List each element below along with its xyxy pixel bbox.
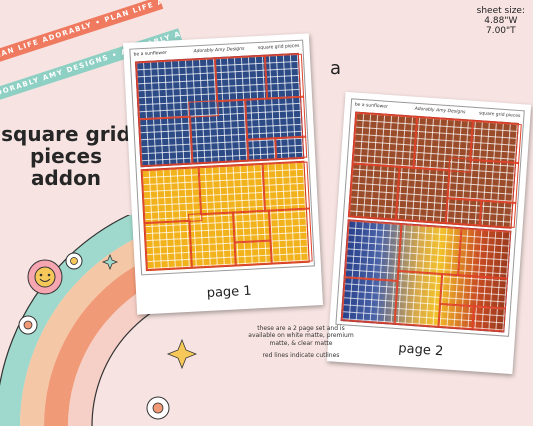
- smiley-flower-icon: [27, 259, 63, 295]
- grid-panel-rust: [347, 111, 522, 229]
- sheet-header-logo: Adorably Amy Designs: [193, 46, 245, 55]
- grid-panel-multicolor: [340, 219, 512, 333]
- sheet-size-height: 7.00"T: [485, 26, 516, 36]
- product-title: square grid pieces addon: [0, 123, 132, 189]
- marker-letter: a: [330, 58, 342, 79]
- sheet-size-label: sheet size:: [476, 6, 525, 16]
- sticker-sheet-page-1: be a sunflower Adorably Amy Designs squa…: [123, 33, 323, 315]
- product-note: these are a 2 page set and is available …: [244, 325, 358, 365]
- flower-icon: [65, 252, 83, 270]
- title-line-2: pieces: [29, 144, 103, 168]
- note-cutlines: red lines indicate cutlines: [262, 352, 340, 360]
- sheet-header-right: square grid pieces: [257, 43, 300, 51]
- grid-panel-navy: [134, 52, 308, 168]
- title-line-1: square grid: [1, 122, 131, 146]
- sparkle-icon: [101, 253, 119, 271]
- sheet-header-left: be a sunflower: [354, 102, 389, 110]
- sheet-header-left: be a sunflower: [133, 50, 167, 58]
- sheet-header-right: square grid pieces: [478, 111, 521, 120]
- title-line-3: addon: [30, 166, 102, 190]
- sheet-print-area: be a sunflower Adorably Amy Designs squa…: [129, 39, 315, 276]
- page-label: page 1: [206, 283, 253, 302]
- sparkle-icon: [166, 338, 198, 370]
- flower-icon: [18, 315, 38, 335]
- flower-icon: [146, 396, 170, 420]
- note-availability: these are a 2 page set and is available …: [248, 325, 354, 347]
- sheet-size-width: 4.88"W: [484, 16, 518, 26]
- sheet-size-info: sheet size: 4.88"W 7.00"T: [477, 6, 525, 36]
- grid-panel-gold: [140, 160, 313, 272]
- sheet-print-area: be a sunflower Adorably Amy Designs squa…: [335, 98, 525, 337]
